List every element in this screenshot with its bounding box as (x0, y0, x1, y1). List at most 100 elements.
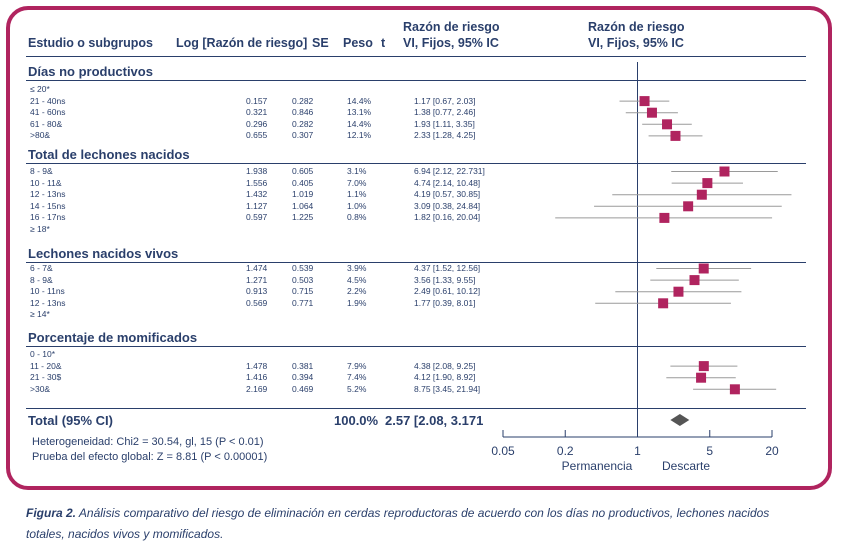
row-ci: 2.33 [1.28, 4.25] (414, 130, 476, 141)
row-se: 0.539 (292, 263, 314, 273)
row-label: 41 - 60ns (30, 107, 66, 118)
row-ci: 1.38 [0.77, 2.46] (414, 107, 476, 118)
group-title: Total de lechones nacidos (28, 147, 190, 162)
caption-label: Figura 2. (26, 506, 77, 520)
row-weight: 2.2% (347, 286, 367, 297)
row-log: 0.157 (246, 95, 268, 106)
point-marker (683, 201, 694, 212)
row-log: 2.169 (246, 383, 268, 394)
row-se: 0.381 (292, 360, 314, 371)
row-log: 0.655 (246, 130, 268, 141)
group-rule (26, 163, 806, 164)
row-label: 8 - 9& (30, 274, 53, 285)
row-ci: 3.56 [1.33, 9.55] (414, 274, 476, 285)
row-weight: 1.9% (347, 297, 367, 308)
point-marker (696, 372, 707, 383)
row-weight: 5.2% (347, 383, 367, 394)
row-label: ≥ 14* (30, 309, 50, 320)
row-label: 61 - 80& (30, 118, 63, 129)
row-ci: 4.19 [0.57, 30.85] (414, 189, 481, 200)
header-rr-line1: Razón de riesgo (403, 20, 500, 34)
row-label: 14 - 15ns (30, 200, 66, 211)
point-marker (696, 189, 707, 200)
row-ci: 1.82 [0.16, 20.04] (414, 212, 481, 223)
row-weight: 14.4% (347, 118, 372, 129)
x-tick-label: 5 (706, 444, 713, 458)
row-label: 10 - 11ns (30, 286, 65, 297)
figure-frame (6, 6, 832, 490)
total-weight: 100.0% (334, 413, 379, 428)
total-rule (26, 408, 806, 409)
row-se: 0.846 (292, 107, 314, 118)
total-label: Total (95% CI) (28, 413, 113, 428)
row-log: 0.597 (246, 212, 268, 223)
row-weight: 7.0% (347, 177, 367, 188)
total-ci: 2.57 [2.08, 3.171 (385, 413, 484, 428)
row-label: 12 - 13ns (30, 297, 66, 308)
row-log: 1.416 (246, 372, 268, 383)
row-ci: 4.12 [1.90, 8.92] (414, 372, 476, 383)
heterogeneity-text: Heterogeneidad: Chi2 = 30.54, gl, 15 (P … (32, 436, 264, 448)
row-se: 0.405 (292, 177, 314, 188)
header-rr-line2: VI, Fijos, 95% IC (403, 36, 499, 50)
x-tick-label: 0.05 (491, 444, 515, 458)
row-ci: 1.93 [1.11, 3.35] (414, 118, 475, 129)
header-rule (26, 56, 806, 57)
row-ci: 2.49 [0.61, 10.12] (414, 286, 481, 297)
row-ci: 4.37 [1.52, 12.56] (414, 263, 481, 273)
caption-text: Análisis comparativo del riesgo de elimi… (26, 506, 770, 541)
row-weight: 7.9% (347, 360, 367, 371)
group-title: Días no productivos (28, 64, 153, 79)
row-log: 1.938 (246, 166, 268, 176)
row-weight: 12.1% (347, 130, 372, 141)
header-study: Estudio o subgrupos (28, 36, 153, 50)
row-weight: 1.0% (347, 200, 367, 211)
row-log: 0.569 (246, 297, 268, 308)
row-label: 21 - 40ns (30, 95, 66, 106)
group-title: Porcentaje de momificados (28, 330, 198, 345)
row-ci: 4.38 [2.08, 9.25] (414, 360, 476, 371)
row-se: 0.282 (292, 95, 314, 106)
row-log: 1.127 (246, 200, 268, 211)
point-marker (670, 130, 681, 141)
x-tick-label: 20 (765, 444, 779, 458)
group-rule (26, 346, 806, 347)
point-marker (702, 178, 713, 189)
row-label: 0 - 10* (30, 349, 56, 359)
header-plot-line2: VI, Fijos, 95% IC (588, 36, 684, 50)
group-title: Lechones nacidos vivos (28, 246, 179, 261)
row-log: 0.321 (246, 107, 268, 118)
header-weight: Peso (343, 36, 373, 50)
row-ci: 4.74 [2.14, 10.48] (414, 177, 481, 188)
row-weight: 1.1% (347, 189, 367, 200)
row-log: 1.271 (246, 274, 268, 285)
row-se: 0.605 (292, 166, 314, 176)
point-marker (689, 275, 700, 286)
row-se: 0.469 (292, 383, 314, 394)
point-marker (646, 107, 657, 118)
row-weight: 13.1% (347, 107, 372, 118)
row-label: 10 - 11& (30, 177, 62, 188)
row-label: 11 - 20& (30, 360, 62, 371)
point-marker (729, 384, 740, 395)
row-weight: 3.1% (347, 166, 367, 176)
point-marker (719, 166, 730, 177)
figure-caption: Figura 2. Análisis comparativo del riesg… (26, 503, 806, 545)
row-label: >30& (30, 383, 51, 394)
row-label: ≤ 20* (30, 84, 50, 94)
row-log: 0.913 (246, 286, 268, 297)
point-marker (662, 119, 673, 130)
row-ci: 3.09 [0.38, 24.84] (414, 200, 481, 211)
overall-effect-text: Prueba del efecto global: Z = 8.81 (P < … (32, 451, 268, 463)
row-ci: 1.77 [0.39, 8.01] (414, 297, 476, 308)
point-marker (658, 298, 669, 309)
row-se: 0.503 (292, 274, 314, 285)
row-log: 1.432 (246, 189, 268, 200)
point-marker (659, 212, 670, 223)
row-weight: 7.4% (347, 372, 367, 383)
row-weight: 3.9% (347, 263, 367, 273)
row-label: 16 - 17ns (30, 212, 66, 223)
point-marker (698, 263, 709, 274)
row-label: 6 - 7& (30, 263, 53, 273)
